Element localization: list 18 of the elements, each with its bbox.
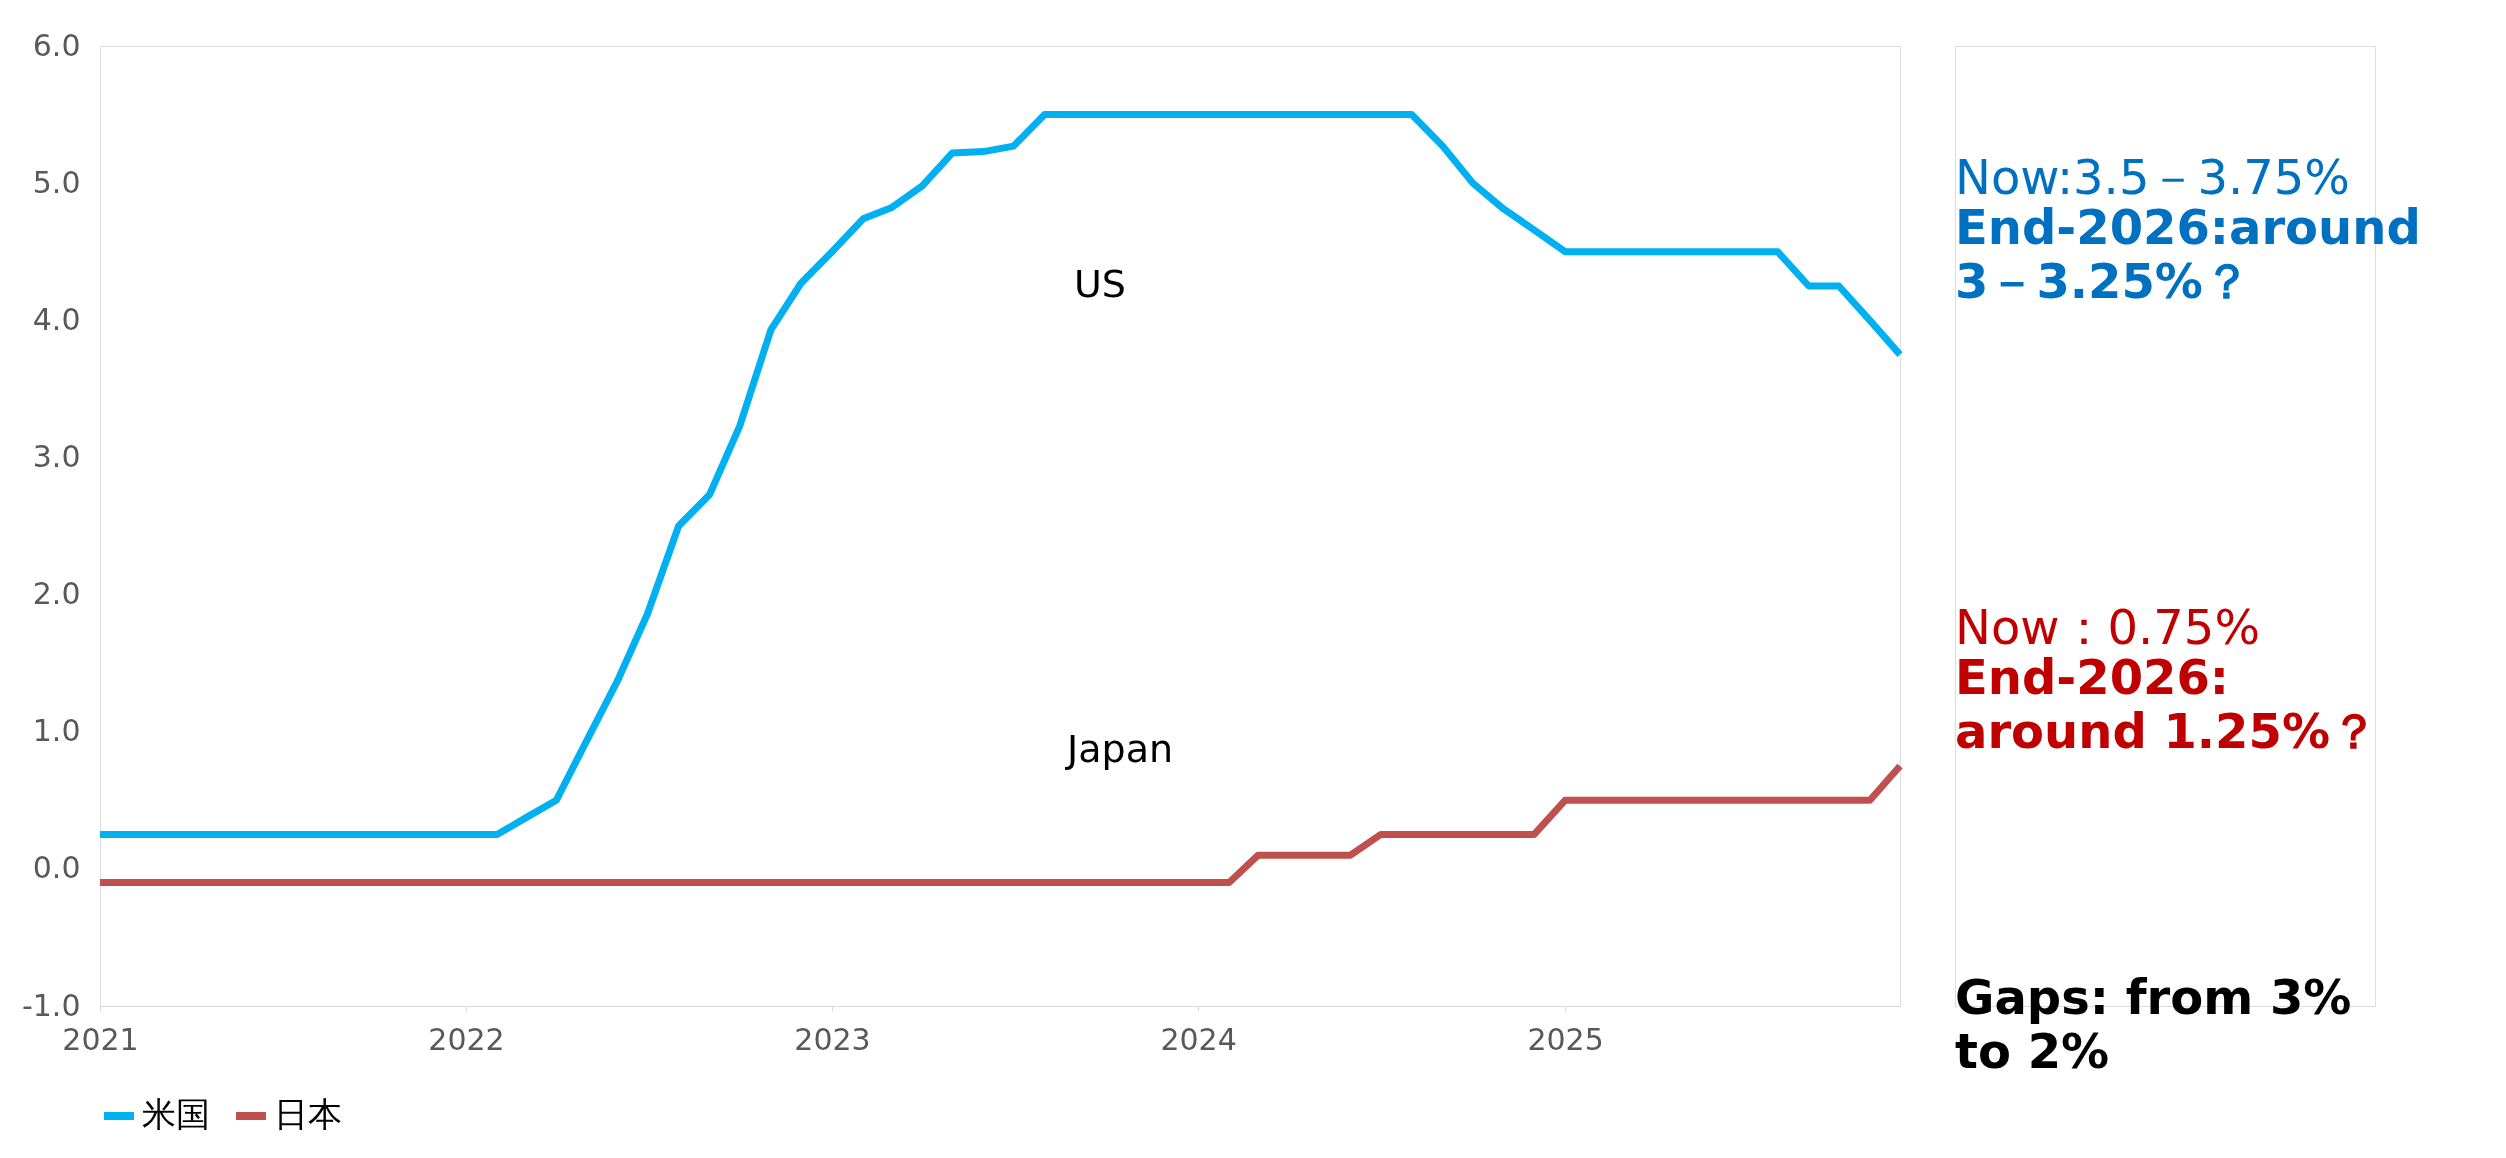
x-tick-label: 2021 [62,1021,139,1057]
y-tick-label: 4.0 [32,301,81,337]
y-tick-label: 1.0 [32,713,81,749]
legend-label: 日本 [274,1094,342,1134]
text: Gaps: from 3% to 2% [1955,969,2352,1079]
annotation: US [1074,262,1126,306]
annotation: Japan [1065,727,1173,771]
y-tick-label: 5.0 [32,164,81,200]
y-tick-label: 6.0 [32,27,81,63]
x-tick-label: 2023 [794,1021,871,1057]
x-tick-label: 2024 [1160,1021,1237,1057]
y-tick-label: 0.0 [32,850,81,886]
y-tick-label: -1.0 [21,987,81,1023]
x-tick-label: 2025 [1527,1021,1604,1057]
legend-label: 米国 [142,1094,210,1134]
y-tick-label: 2.0 [32,576,81,612]
x-tick-label: 2022 [428,1021,505,1057]
y-tick-label: 3.0 [32,438,81,474]
